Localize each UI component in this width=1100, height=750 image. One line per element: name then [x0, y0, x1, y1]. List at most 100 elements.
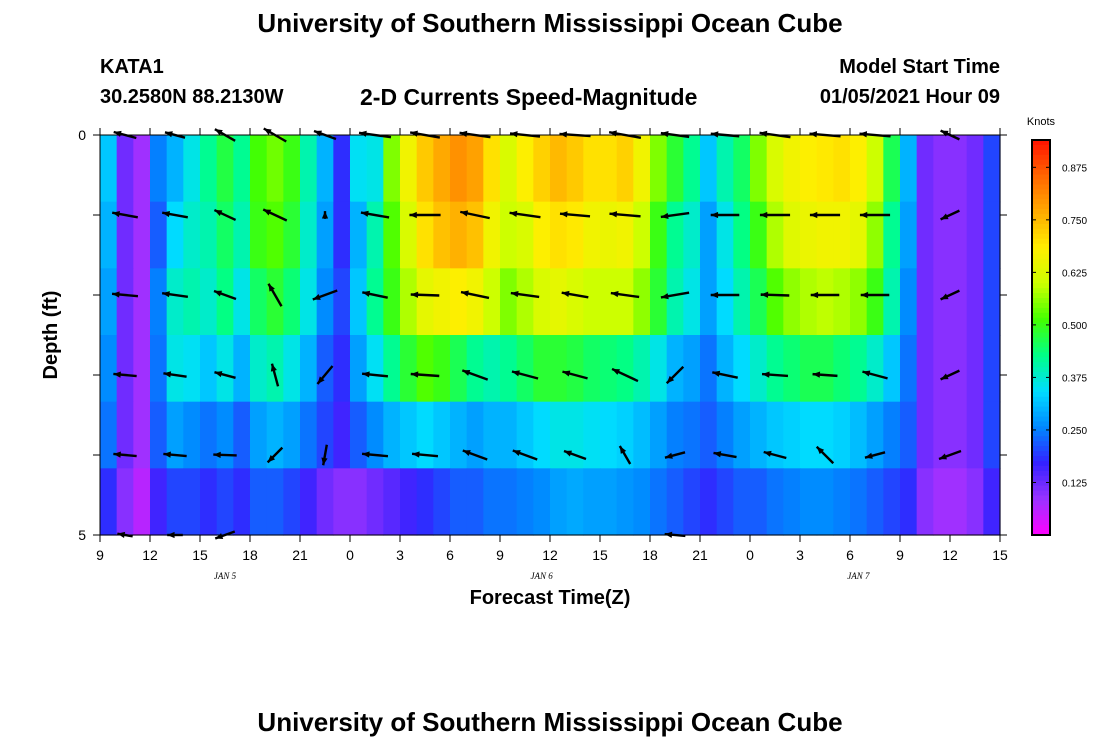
- heatmap-cell: [416, 135, 434, 203]
- current-arrow-head: [113, 130, 122, 137]
- current-arrow-head: [167, 531, 175, 539]
- heatmap-cell: [983, 135, 1001, 203]
- heatmap-cell: [950, 135, 968, 203]
- colorbar-segment: [1032, 169, 1050, 176]
- x-tick-label: 15: [992, 547, 1008, 563]
- heatmap-cell: [850, 401, 868, 469]
- heatmap-cell: [216, 335, 234, 403]
- heatmap-cell: [433, 201, 451, 269]
- heatmap-cell: [666, 468, 684, 536]
- heatmap-cell: [250, 268, 268, 336]
- current-arrow-head: [359, 130, 367, 137]
- heatmap-cell: [666, 335, 684, 403]
- x-tick-label: 6: [846, 547, 854, 563]
- current-arrow-head: [610, 290, 619, 298]
- colorbar-segment: [1032, 406, 1050, 413]
- colorbar-segment: [1032, 475, 1050, 482]
- heatmap-cell: [550, 135, 568, 203]
- heatmap-cell: [666, 268, 684, 336]
- heatmap-cell: [650, 268, 668, 336]
- current-arrow-head: [113, 371, 121, 378]
- chart-title: 2-D Currents Speed-Magnitude: [360, 84, 698, 110]
- heatmap-cell: [533, 201, 551, 269]
- heatmap-cell: [883, 135, 901, 203]
- current-arrow-head: [162, 210, 170, 218]
- heatmap-cell: [850, 201, 868, 269]
- heatmap-cell: [650, 335, 668, 403]
- heatmap-cell: [783, 335, 801, 403]
- heatmap-cell: [183, 335, 201, 403]
- colorbar-segment: [1032, 386, 1050, 393]
- colorbar-segment: [1032, 411, 1050, 418]
- heatmap-cell: [200, 268, 218, 336]
- heatmap-cell: [383, 268, 401, 336]
- heatmap-cell: [233, 401, 251, 469]
- current-arrow-head: [164, 131, 173, 138]
- heatmap-cell: [716, 201, 734, 269]
- heatmap-cell: [283, 335, 301, 403]
- heatmap-cell: [550, 268, 568, 336]
- heatmap-cell: [766, 468, 784, 536]
- heatmap-cell: [800, 401, 818, 469]
- colorbar-segment: [1032, 302, 1050, 309]
- heatmap-cell: [483, 401, 501, 469]
- heatmap-cell: [400, 401, 418, 469]
- y-tick-label: 0: [78, 127, 86, 143]
- heatmap-cell: [783, 201, 801, 269]
- heatmap-cell: [800, 201, 818, 269]
- current-arrow-head: [609, 211, 618, 218]
- heatmap-cell: [366, 135, 384, 203]
- colorbar-segment: [1032, 436, 1050, 442]
- heatmap-cell: [483, 335, 501, 403]
- heatmap-cell: [800, 335, 818, 403]
- current-arrow-head: [409, 211, 417, 219]
- colorbar-segment: [1032, 446, 1050, 452]
- heatmap-cell: [250, 135, 268, 203]
- current-arrow-head: [362, 290, 371, 297]
- heatmap-cell: [783, 468, 801, 536]
- colorbar-segment: [1032, 322, 1050, 329]
- colorbar-tick-label: 0.375: [1062, 373, 1087, 384]
- heatmap-cell: [400, 268, 418, 336]
- heatmap-cell: [933, 468, 951, 536]
- x-date-label: JAN 7: [847, 571, 870, 581]
- colorbar-tick-label: 0.125: [1062, 478, 1087, 489]
- x-date-label: JAN 6: [531, 571, 554, 581]
- heatmap-cell: [516, 201, 534, 269]
- heatmap-cell: [283, 268, 301, 336]
- heatmap-cell: [683, 335, 701, 403]
- heatmap-cell: [633, 335, 651, 403]
- current-arrow-head: [940, 373, 949, 380]
- heatmap-cell: [983, 468, 1001, 536]
- heatmap-cell: [450, 268, 468, 336]
- heatmap-cell: [816, 201, 834, 269]
- heatmap-cell: [650, 201, 668, 269]
- heatmap-cell: [833, 335, 851, 403]
- heatmap-cell: [216, 135, 234, 203]
- heatmap-cell: [383, 468, 401, 536]
- heatmap-cell: [383, 335, 401, 403]
- heatmap-cell: [750, 268, 768, 336]
- heatmap-cell: [266, 468, 284, 536]
- current-arrow-head: [561, 290, 570, 297]
- colorbar-segment: [1032, 174, 1050, 181]
- colorbar-segment: [1032, 283, 1050, 289]
- heatmap-cell: [466, 201, 484, 269]
- heatmap-cell: [900, 401, 918, 469]
- heatmap-cell: [533, 268, 551, 336]
- colorbar-segment: [1032, 352, 1050, 358]
- heatmap-cell: [683, 135, 701, 203]
- current-arrow-head: [809, 211, 818, 219]
- current-arrow-head: [214, 129, 223, 136]
- current-arrow-head: [410, 291, 419, 298]
- heatmap-cell: [333, 335, 351, 403]
- x-tick-label: 12: [542, 547, 558, 563]
- current-arrow-head: [412, 451, 420, 458]
- colorbar-segment: [1032, 199, 1050, 205]
- x-tick-label: 9: [896, 547, 904, 563]
- heatmap-cell: [750, 135, 768, 203]
- heatmap-cell: [450, 335, 468, 403]
- x-tick-label: 15: [192, 547, 208, 563]
- colorbar-segment: [1032, 490, 1050, 497]
- station-id: KATA1: [100, 56, 164, 78]
